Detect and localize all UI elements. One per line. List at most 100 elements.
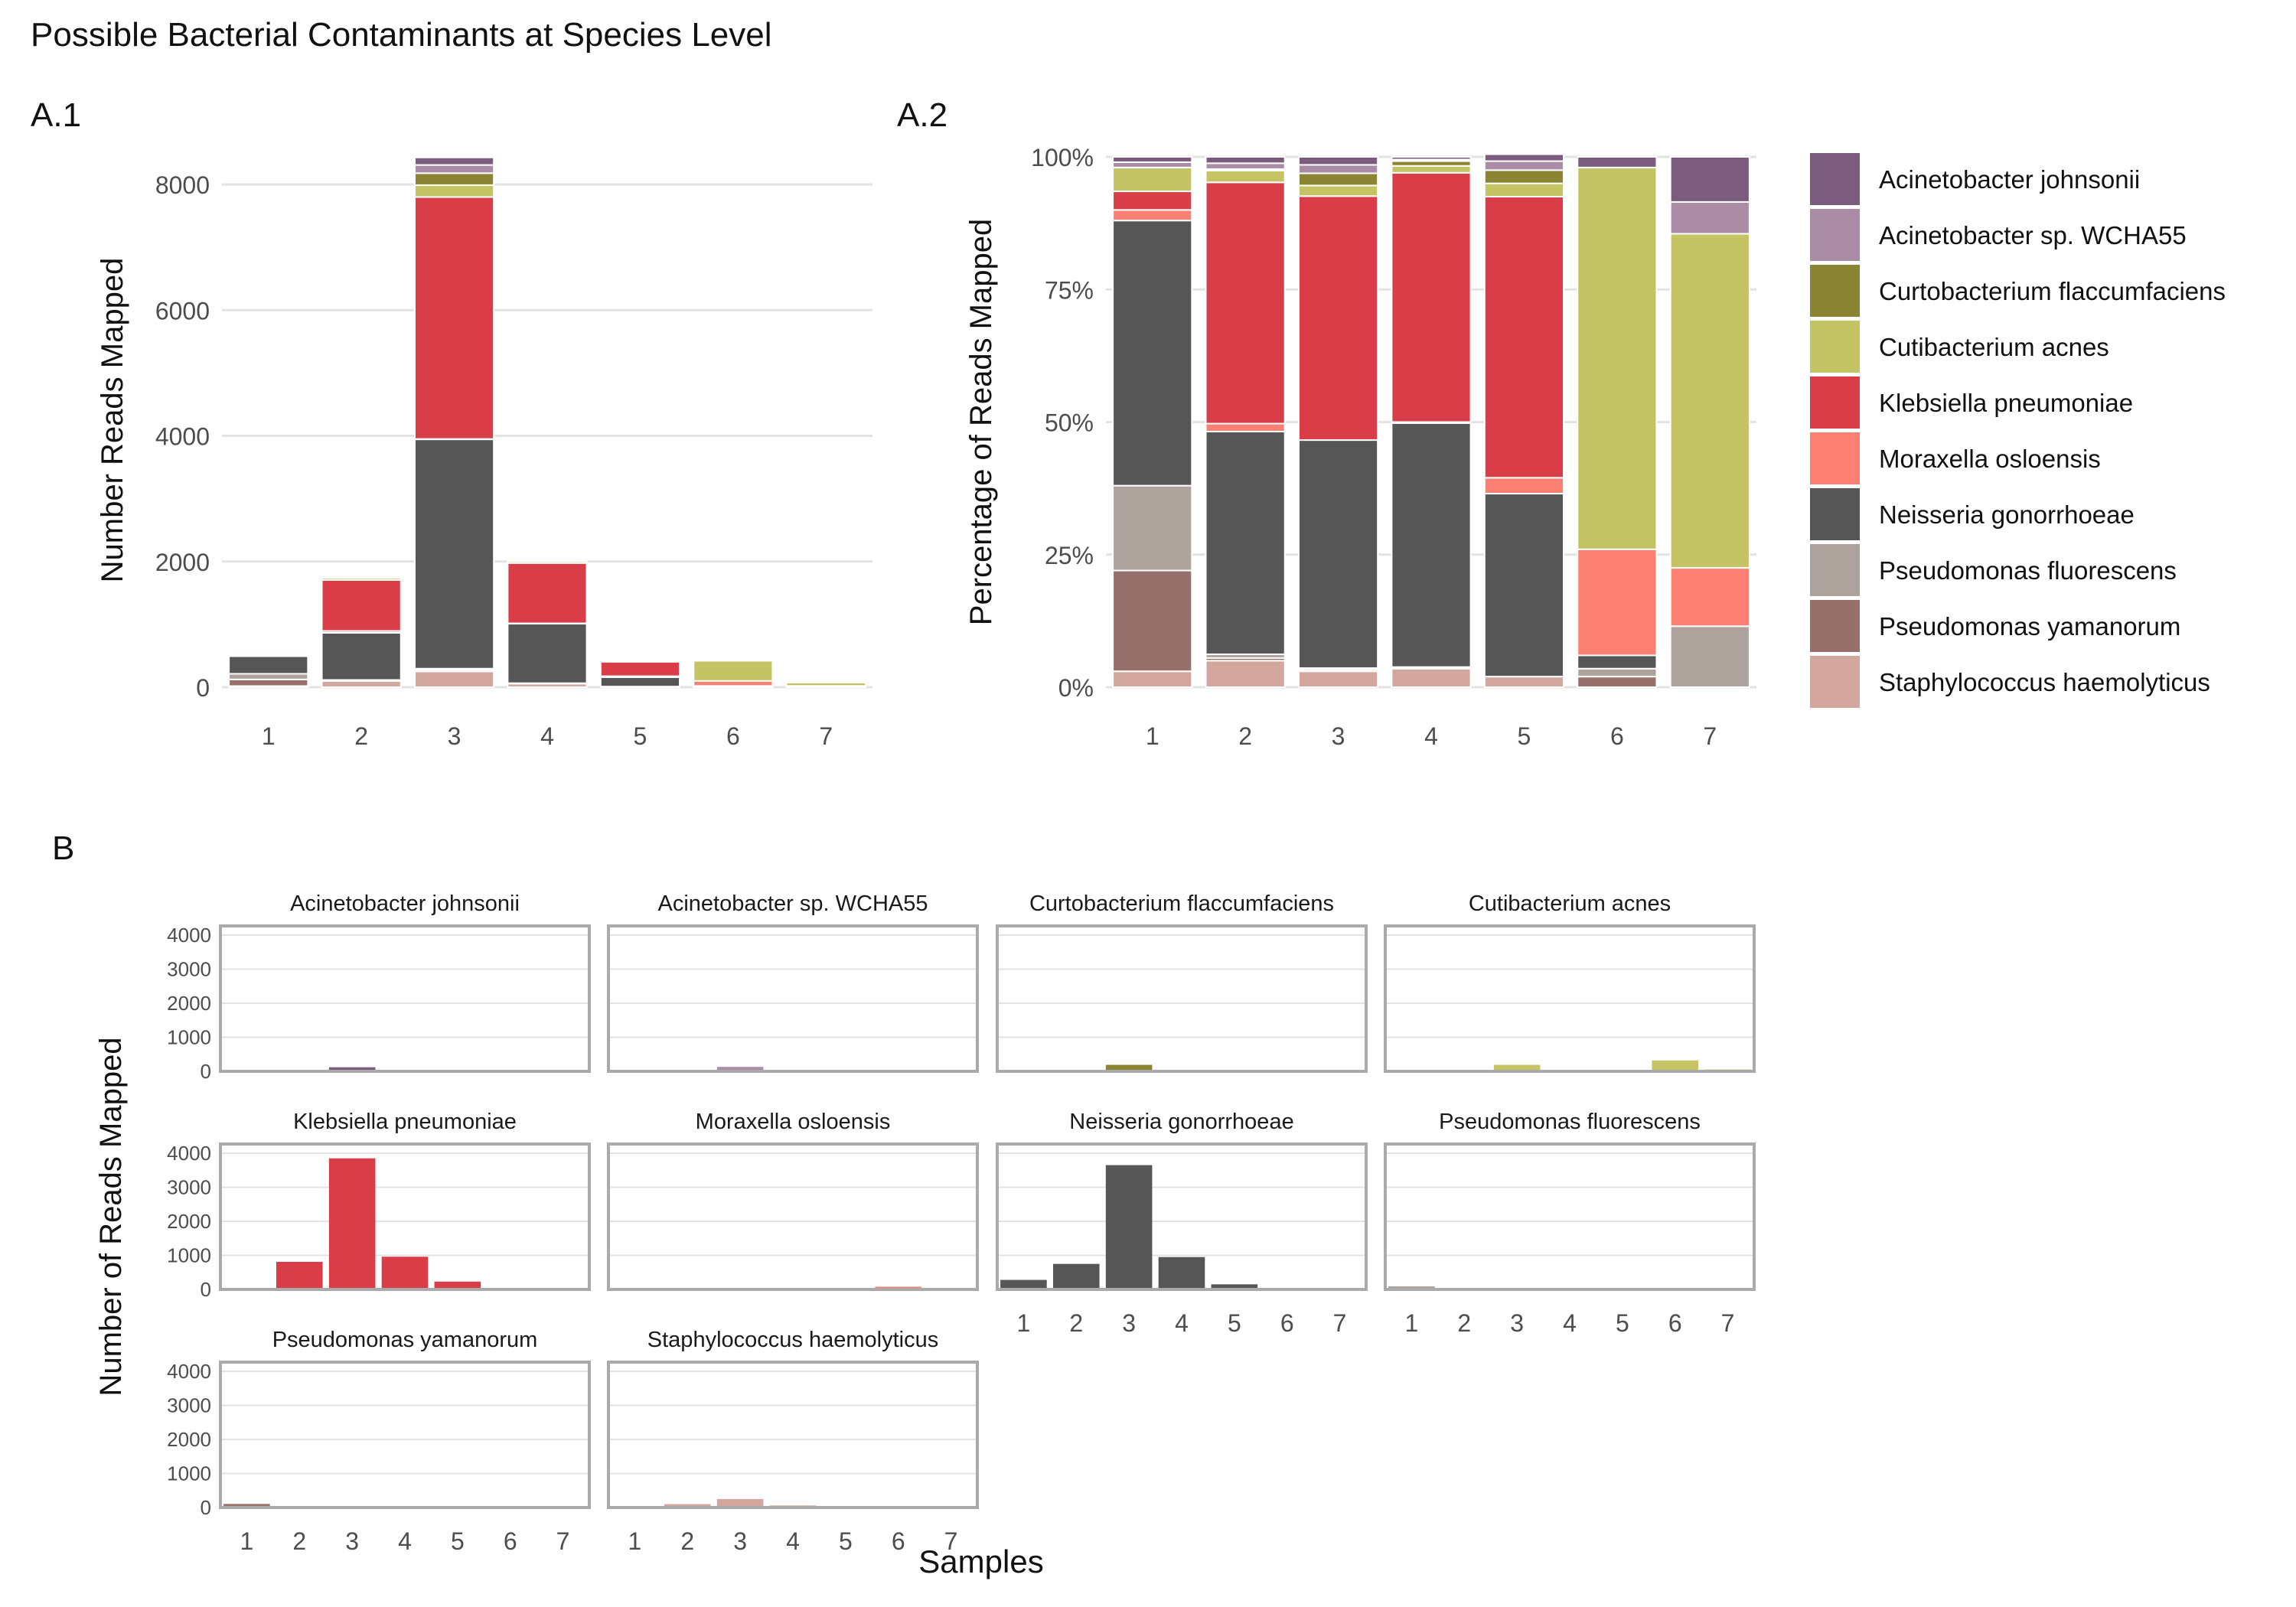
facet-acinetobacter-johnsonii: Acinetobacter johnsonii 0 1000 2000 3000 4000 [167,892,591,1083]
facet-cutibacterium-acnes: Cutibacterium acnes [1384,892,1756,1073]
bar-segment-moraxella-osloensis [1577,548,1658,657]
facet-frame [219,1361,591,1509]
bar-segment-acinetobacter-johnsonii [1483,153,1565,162]
legend-label: Cutibacterium acnes [1879,333,2109,361]
x-tick-label: 4 [398,1527,412,1555]
bar-segment-klebsiella-pneumoniae [1297,195,1379,442]
x-tick-label: 2 [292,1527,306,1555]
panel-label-a1: A.1 [31,96,81,134]
x-tick-label: 7 [1721,1309,1735,1337]
bar-segment-acinetobacter-sp-wcha55 [1483,160,1565,171]
bar-segment-curtobacterium-flaccumfaciens [413,172,495,186]
x-tick-label: 3 [448,722,461,750]
bar-segment-pseudomonas-fluorescens [1577,667,1658,678]
x-tick-label: 5 [451,1527,465,1555]
x-tick-label: 6 [1668,1309,1682,1337]
bar-segment-acinetobacter-sp-wcha55 [1669,200,1750,235]
bar-segment-curtobacterium-flaccumfaciens [1297,172,1379,187]
x-tick-label: 1 [628,1527,642,1555]
x-tick-label: 3 [1332,722,1345,750]
y-tick-label: 0% [1058,674,1094,702]
facet-title: Cutibacterium acnes [1469,892,1671,916]
bar-segment-acinetobacter-sp-wcha55 [1112,161,1193,168]
facet-title: Pseudomonas fluorescens [1439,1110,1701,1134]
bar-segment-staphylococcus-haemolyticus [1297,670,1379,689]
facet-title: Acinetobacter johnsonii [290,892,520,916]
legend-swatch-moraxella-osloensis [1810,432,1860,484]
facet-frame [1384,924,1756,1073]
x-tick-label: 6 [726,722,740,750]
bar-segment-moraxella-osloensis [1112,209,1193,222]
bar-segment-acinetobacter-johnsonii [321,574,402,578]
bar-segment-cutibacterium-acnes [1483,182,1565,197]
bar-segment-klebsiella-pneumoniae [1112,191,1193,211]
facet-title: Staphylococcus haemolyticus [647,1328,938,1352]
bar-segment-moraxella-osloensis [1483,477,1565,495]
facet-bar [381,1257,429,1289]
y-tick-label: 1000 [167,1244,211,1267]
bar-segment-cutibacterium-acnes [413,184,495,198]
y-axis-label: Number Reads Mapped [96,258,129,583]
panel-label-b: B [52,830,74,867]
facet-curtobacterium-flaccumfaciens: Curtobacterium flaccumfaciens [996,892,1368,1073]
x-tick-label: 5 [1518,722,1531,750]
y-tick-label: 4000 [167,1360,211,1383]
legend-label: Klebsiella pneumoniae [1879,389,2133,417]
bar-segment-klebsiella-pneumoniae [1205,181,1286,425]
legend-swatch-pseudomonas-yamanorum [1810,600,1860,652]
bar-segment-acinetobacter-johnsonii [1112,156,1193,163]
bar-segment-neisseria-gonorrhoeae [1577,654,1658,670]
bar-segment-cutibacterium-acnes [1391,165,1472,174]
y-tick-label: 2000 [167,1210,211,1233]
x-tick-label: 3 [1122,1309,1136,1337]
bar-segment-acinetobacter-johnsonii [413,156,495,166]
facet-bar [328,1158,376,1289]
facet-klebsiella-pneumoniae: Klebsiella pneumoniae 0 1000 2000 3000 4000 [167,1110,591,1301]
facet-title: Klebsiella pneumoniae [293,1110,517,1134]
y-tick-label: 50% [1045,409,1094,437]
bar-segment-klebsiella-pneumoniae [599,660,681,677]
y-tick-label: 1000 [167,1026,211,1049]
facet-bar [1388,1286,1435,1289]
legend-swatch-staphylococcus-haemolyticus [1810,656,1860,708]
bar-segment-pseudomonas-yamanorum [228,678,309,687]
bar-segment-staphylococcus-haemolyticus [1391,667,1472,688]
bar-segment-acinetobacter-sp-wcha55 [1205,162,1286,170]
facet-frame [607,924,979,1073]
bar-segment-cutibacterium-acnes [693,660,774,682]
facet-acinetobacter-sp-wcha55: Acinetobacter sp. WCHA55 [607,892,979,1073]
facet-pseudomonas-fluorescens: Pseudomonas fluorescens 1 2 3 4 5 6 7 [1384,1110,1756,1337]
x-tick-label: 3 [1510,1309,1524,1337]
x-tick-label: 3 [345,1527,359,1555]
legend: Acinetobacter johnsonii Acinetobacter sp.… [1810,153,2226,708]
legend-label: Moraxella osloensis [1879,445,2101,473]
y-tick-label: 0 [201,1060,211,1083]
bar-segment-neisseria-gonorrhoeae [1483,493,1565,678]
y-tick-label: 4000 [167,1142,211,1165]
bar-segment-cutibacterium-acnes [1669,233,1750,569]
legend-label: Acinetobacter johnsonii [1879,165,2140,194]
bar-segment-staphylococcus-haemolyticus [1205,660,1286,688]
facet-frame [607,1361,979,1509]
facet-bar [1105,1165,1153,1289]
bar-segment-pseudomonas-fluorescens [228,673,309,680]
y-tick-label: 4000 [167,924,211,947]
facet-title: Pseudomonas yamanorum [272,1328,538,1352]
figure-title: Possible Bacterial Contaminants at Speci… [31,16,772,54]
facet-bar [223,1504,270,1508]
bar-segment-cutibacterium-acnes [1112,166,1193,193]
facet-bar [716,1067,764,1071]
bar-segment-staphylococcus-haemolyticus [1483,676,1565,689]
x-tick-label: 6 [504,1527,517,1555]
facet-bar [1652,1060,1699,1071]
x-tick-label: 1 [262,722,276,750]
x-tick-label: 2 [1069,1309,1083,1337]
x-tick-label: 6 [892,1527,905,1555]
bar-segment-acinetobacter-johnsonii [1391,156,1472,161]
bar-segment-klebsiella-pneumoniae [1391,171,1472,423]
x-tick-label: 6 [1280,1309,1294,1337]
legend-swatch-neisseria-gonorrhoeae [1810,488,1860,540]
bar-segment-acinetobacter-johnsonii [1577,156,1658,168]
bar-segment-klebsiella-pneumoniae [413,196,495,440]
bar-segment-acinetobacter-johnsonii [507,558,588,561]
